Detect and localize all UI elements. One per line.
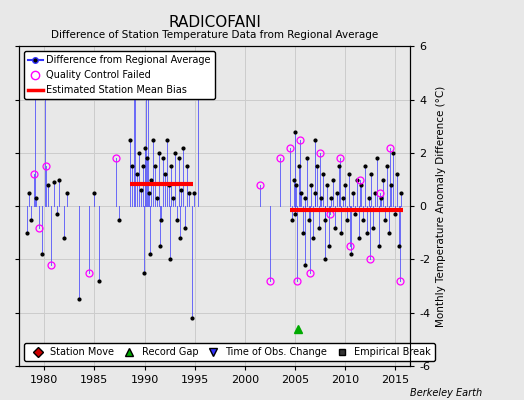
Text: Difference of Station Temperature Data from Regional Average: Difference of Station Temperature Data f… (51, 30, 378, 40)
Text: Berkeley Earth: Berkeley Earth (410, 388, 482, 398)
Legend: Station Move, Record Gap, Time of Obs. Change, Empirical Break: Station Move, Record Gap, Time of Obs. C… (24, 343, 435, 361)
Y-axis label: Monthly Temperature Anomaly Difference (°C): Monthly Temperature Anomaly Difference (… (436, 86, 446, 327)
Title: RADICOFANI: RADICOFANI (168, 15, 261, 30)
